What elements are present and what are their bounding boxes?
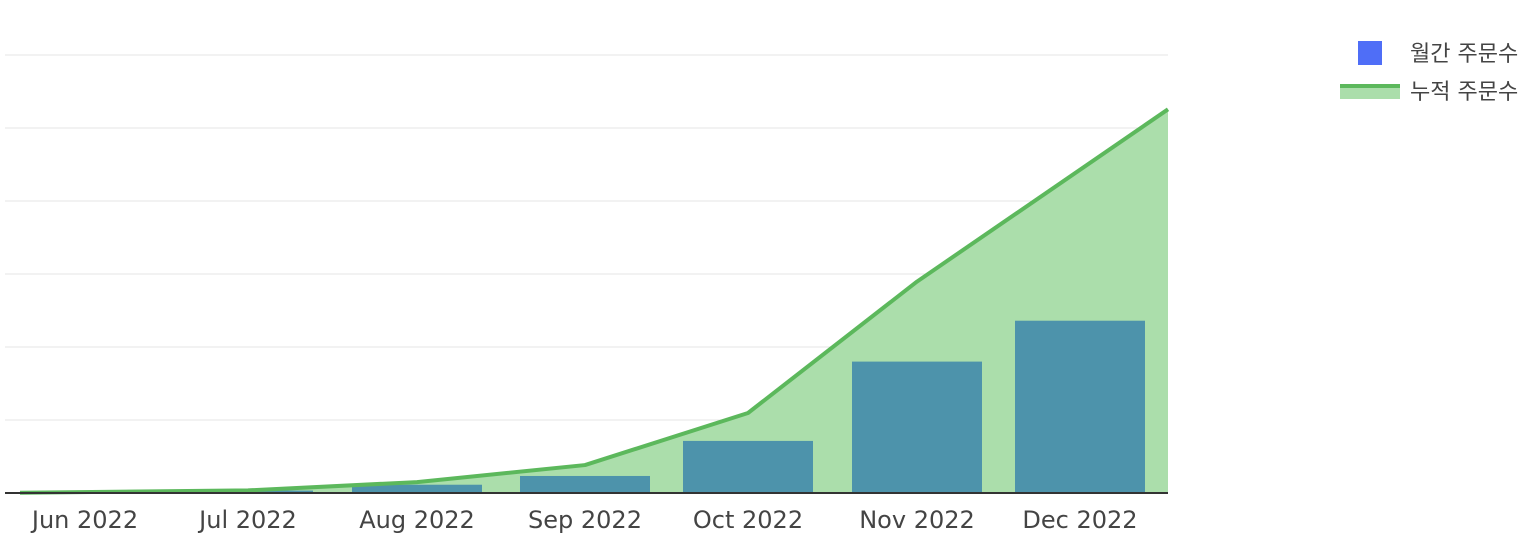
x-tick-label: Jun 2022 <box>30 506 138 534</box>
bar-nov-2022 <box>852 361 982 493</box>
x-tick-label: Dec 2022 <box>1022 506 1137 534</box>
x-tick-label: Aug 2022 <box>359 506 475 534</box>
x-tick-label: Nov 2022 <box>859 506 975 534</box>
bar-oct-2022 <box>683 440 813 493</box>
legend-label-monthly-orders: 월간 주문수 <box>1410 42 1518 67</box>
legend-label-cumulative-orders: 누적 주문수 <box>1410 80 1518 105</box>
monthly-orders-bars <box>20 320 1145 493</box>
bar-dec-2022 <box>1015 320 1145 493</box>
bar-sep-2022 <box>520 475 650 493</box>
x-axis-labels: Jun 2022 Jul 2022 Aug 2022 Sep 2022 Oct 2022… <box>30 506 1138 534</box>
x-tick-label: Sep 2022 <box>528 506 642 534</box>
x-tick-label: Jul 2022 <box>197 506 297 534</box>
cumulative-orders-area <box>20 109 1168 493</box>
legend: 월간 주문수 누적 주문수 <box>1340 41 1518 105</box>
legend-swatch-cumulative-orders-fill <box>1340 85 1400 99</box>
bar-aug-2022 <box>352 484 482 493</box>
cumulative-orders-line <box>19 107 1170 495</box>
x-tick-label: Oct 2022 <box>693 506 803 534</box>
legend-swatch-monthly-orders <box>1358 41 1382 65</box>
